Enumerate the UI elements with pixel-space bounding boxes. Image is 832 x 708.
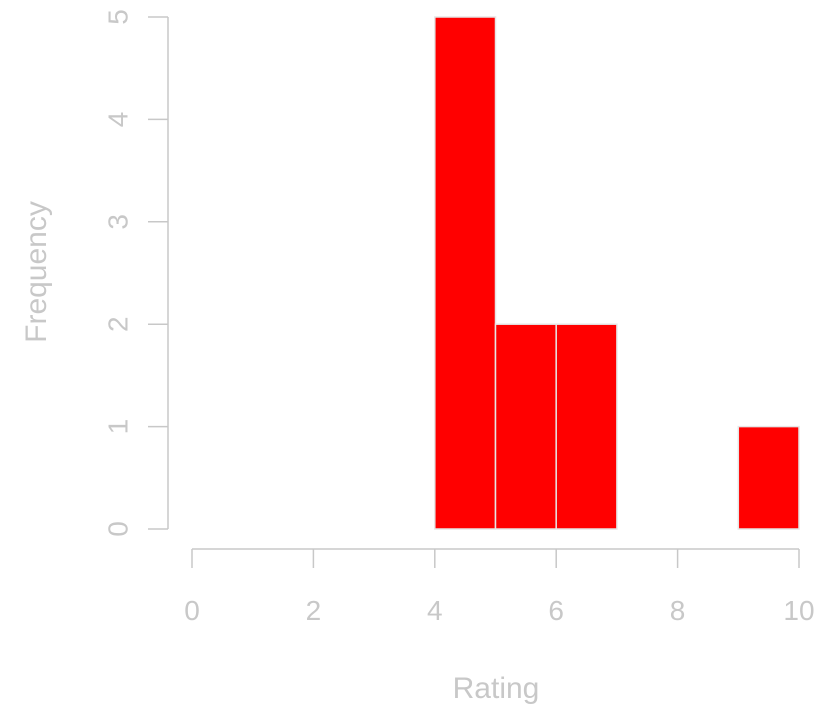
y-tick-label: 5: [103, 9, 134, 25]
y-tick-label: 4: [103, 112, 134, 128]
y-tick-label: 0: [103, 521, 134, 537]
x-tick-label: 0: [184, 595, 200, 626]
bars-group: [434, 16, 800, 530]
x-axis: 0 2 4 6 8 10: [184, 548, 815, 626]
y-tick-label: 3: [103, 214, 134, 230]
histogram-bar-5-6: [494, 323, 557, 530]
y-axis: 0 1 2 3 4 5: [103, 9, 169, 537]
x-tick-label: 6: [548, 595, 564, 626]
histogram-bar-6-7: [555, 323, 618, 530]
x-tick-label: 10: [783, 595, 814, 626]
y-tick-label: 1: [103, 419, 134, 435]
y-tick-label: 2: [103, 316, 134, 332]
x-tick-label: 2: [306, 595, 322, 626]
histogram-bar-4-5: [434, 16, 497, 530]
histogram-bar-9-10: [737, 425, 800, 530]
y-axis-label: Frequency: [20, 201, 53, 343]
x-axis-label: Rating: [453, 672, 540, 705]
x-tick-label: 4: [427, 595, 443, 626]
x-tick-label: 8: [670, 595, 686, 626]
